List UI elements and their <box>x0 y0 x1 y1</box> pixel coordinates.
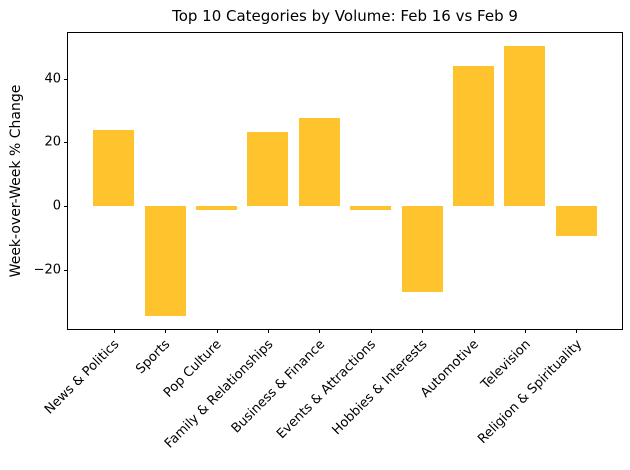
bar-events-attractions <box>350 206 392 211</box>
x-tick <box>165 329 167 333</box>
y-axis-label: Week-over-Week % Change <box>8 84 24 278</box>
y-tick <box>64 270 68 271</box>
y-tick <box>64 78 68 80</box>
bar-hobbies-interests <box>401 206 443 292</box>
bar-religion-spirituality <box>555 206 597 237</box>
y-tick-label: −20 <box>33 262 61 278</box>
bar-automotive <box>452 65 494 207</box>
x-tick <box>473 329 475 333</box>
y-tick <box>64 206 68 208</box>
x-tick <box>216 329 218 333</box>
x-tick-label: Sports <box>133 337 174 378</box>
x-tick-label: Religion & Spirituality <box>474 337 585 447</box>
x-tick-label: Hobbies & Interests <box>329 337 431 439</box>
chart-title: Top 10 Categories by Volume: Feb 16 vs F… <box>172 7 518 25</box>
x-tick-label: Television <box>478 337 534 393</box>
y-tick <box>64 142 68 144</box>
x-tick <box>576 329 578 333</box>
x-tick <box>422 329 424 333</box>
x-tick-label: News & Politics <box>41 337 123 418</box>
plot-area <box>67 32 623 330</box>
y-tick-label: 40 <box>44 71 61 87</box>
y-tick-label: 20 <box>44 134 61 150</box>
x-tick-label: Events & Attractions <box>274 337 380 442</box>
bar-television <box>504 46 546 207</box>
bar-news-politics <box>93 130 135 207</box>
x-tick <box>267 329 269 333</box>
x-tick <box>524 329 526 333</box>
x-tick <box>319 329 321 333</box>
x-tick <box>370 329 372 333</box>
x-tick-label: Business & Finance <box>228 337 328 437</box>
bar-pop-culture <box>196 206 238 210</box>
bar-business-finance <box>298 117 340 207</box>
bar-sports <box>144 206 186 316</box>
x-tick <box>113 329 115 333</box>
bar-family-relationships <box>247 131 289 207</box>
y-tick-label: 0 <box>52 198 61 214</box>
